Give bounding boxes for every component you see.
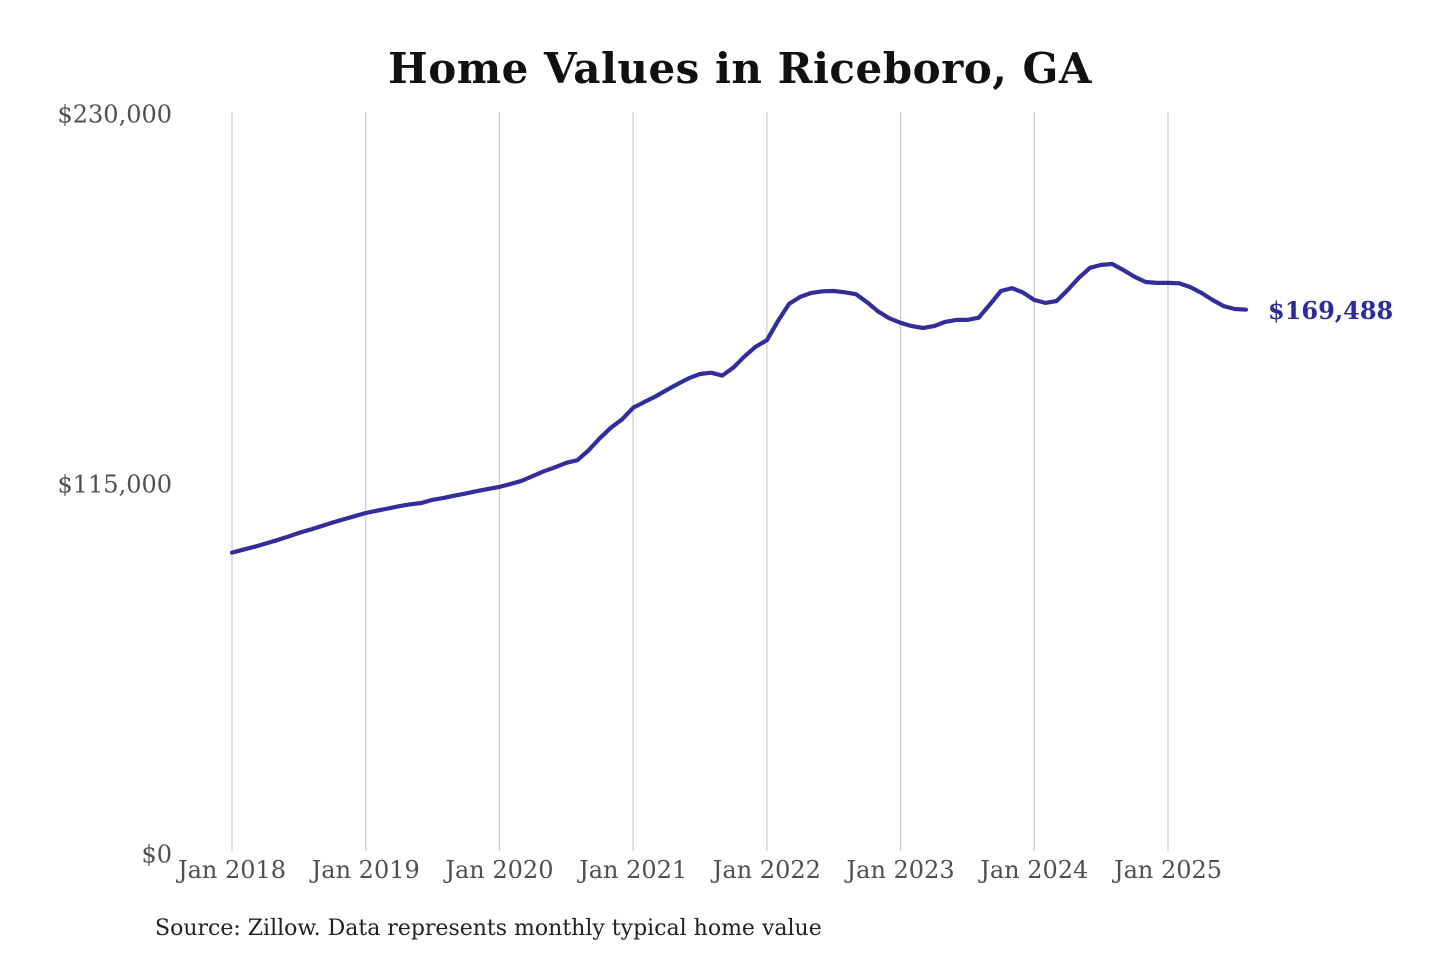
x-tick-label: Jan 2020 — [445, 856, 554, 884]
x-tick-label: Jan 2023 — [846, 856, 955, 884]
chart-title: Home Values in Riceboro, GA — [388, 44, 1092, 93]
x-tick-label: Jan 2022 — [712, 856, 821, 884]
y-tick-label: $230,000 — [57, 100, 172, 129]
latest-value-label: $169,488 — [1268, 295, 1394, 325]
x-tick-label: Jan 2025 — [1113, 856, 1223, 884]
y-tick-label: $0 — [141, 840, 172, 869]
x-tick-label: Jan 2024 — [980, 856, 1089, 884]
source-note: Source: Zillow. Data represents monthly … — [155, 916, 822, 941]
x-tick-label: Jan 2021 — [579, 856, 688, 884]
x-tick-label: Jan 2018 — [177, 856, 287, 884]
home-value-line-series — [229, 261, 1249, 555]
x-tick-label: Jan 2019 — [311, 856, 420, 884]
y-tick-label: $115,000 — [57, 470, 172, 499]
